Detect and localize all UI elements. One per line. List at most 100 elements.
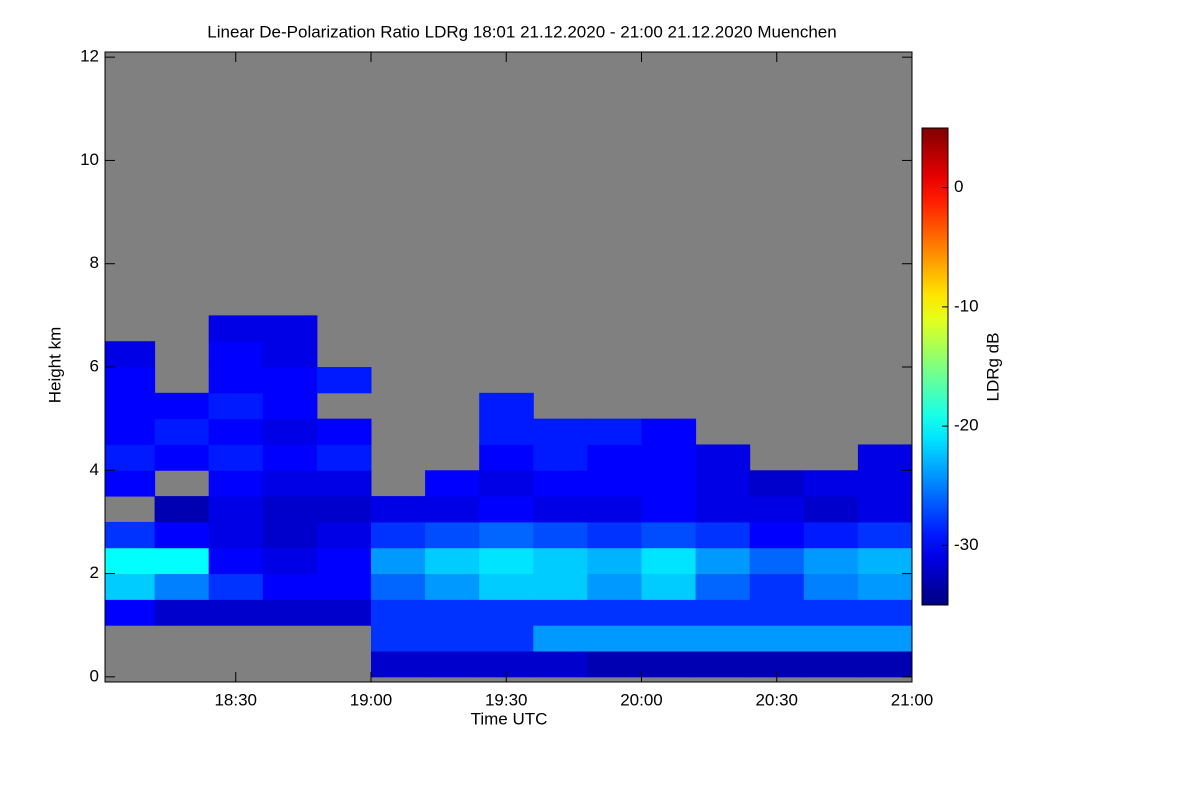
y-tick-label: 6: [90, 356, 99, 375]
y-tick-label: 12: [80, 47, 99, 66]
heatmap-cell: [316, 521, 372, 549]
heatmap-cell: [208, 547, 264, 575]
heatmap-cell: [749, 521, 805, 549]
heatmap-cell: [370, 521, 426, 549]
heatmap-cell: [316, 496, 372, 523]
heatmap-cell: [857, 651, 912, 678]
heatmap-cell: [695, 599, 751, 626]
heatmap-cell: [105, 599, 156, 626]
heatmap-cell: [370, 599, 426, 626]
heatmap-cell: [208, 341, 264, 368]
heatmap-cell: [370, 651, 426, 678]
heatmap-cell: [105, 444, 156, 471]
heatmap-cell: [749, 496, 805, 523]
y-tick-label: 10: [80, 150, 99, 169]
heatmap-cell: [803, 496, 859, 523]
heatmap-cell: [533, 418, 588, 445]
heatmap-cell: [154, 547, 210, 575]
y-axis-title: Height km: [45, 327, 64, 404]
heatmap-cell: [695, 470, 751, 497]
heatmap-cell: [803, 625, 859, 652]
heatmap-cell: [587, 625, 642, 652]
heatmap-cell: [105, 367, 156, 394]
heatmap-cell: [425, 625, 480, 652]
heatmap-cell: [208, 315, 264, 342]
heatmap-cell: [208, 418, 264, 445]
heatmap-cell: [641, 599, 697, 626]
heatmap-cell: [208, 573, 264, 600]
heatmap-cell: [749, 573, 805, 600]
heatmap-cell: [262, 444, 318, 471]
heatmap-cell: [695, 547, 751, 575]
heatmap-cell: [479, 625, 534, 652]
heatmap-cell: [105, 470, 156, 497]
heatmap-cell: [154, 599, 210, 626]
heatmap-cell: [316, 547, 372, 575]
heatmap-cell: [208, 470, 264, 497]
heatmap-cell: [695, 521, 751, 549]
heatmap-cell: [587, 651, 642, 678]
heatmap-cell: [105, 418, 156, 445]
heatmap-cell: [316, 470, 372, 497]
heatmap-cell: [533, 547, 588, 575]
heatmap-cell: [533, 444, 588, 471]
heatmap-cell: [425, 547, 480, 575]
heatmap-cell: [695, 496, 751, 523]
heatmap-cell: [105, 547, 156, 575]
heatmap-cell: [587, 547, 642, 575]
heatmap-cell: [262, 496, 318, 523]
heatmap-cell: [587, 496, 642, 523]
heatmap-cell: [479, 496, 534, 523]
heatmap-cell: [587, 573, 642, 600]
heatmap-cell: [479, 599, 534, 626]
heatmap-cell: [803, 521, 859, 549]
heatmap-cell: [105, 573, 156, 600]
heatmap-cell: [641, 496, 697, 523]
heatmap-cell: [370, 547, 426, 575]
heatmap-cell: [803, 651, 859, 678]
x-tick-label: 19:00: [350, 690, 393, 709]
heatmap-cell: [533, 625, 588, 652]
heatmap-cell: [641, 444, 697, 471]
heatmap-cell: [749, 625, 805, 652]
x-tick-label: 20:30: [755, 690, 798, 709]
heatmap-cell: [425, 521, 480, 549]
heatmap-cell: [857, 444, 912, 471]
heatmap-cell: [479, 418, 534, 445]
heatmap-cell: [208, 496, 264, 523]
heatmap-cell: [105, 392, 156, 420]
chart-title: Linear De-Polarization Ratio LDRg 18:01 …: [207, 22, 836, 41]
heatmap-cell: [154, 496, 210, 523]
heatmap-cell: [641, 547, 697, 575]
x-tick-label: 19:30: [485, 690, 528, 709]
heatmap-cell: [695, 651, 751, 678]
colorbar-scale: [921, 127, 949, 606]
heatmap-cell: [695, 573, 751, 600]
heatmap-cell: [316, 418, 372, 445]
heatmap-cell: [857, 599, 912, 626]
colorbar-tick-label: -30: [954, 535, 979, 554]
heatmap-cell: [641, 470, 697, 497]
heatmap-cell: [641, 573, 697, 600]
heatmap-cell: [262, 573, 318, 600]
heatmap-cell: [154, 444, 210, 471]
heatmap-cell: [479, 573, 534, 600]
heatmap-cell: [425, 470, 480, 497]
heatmap-cell: [154, 418, 210, 445]
heatmap-cell: [425, 573, 480, 600]
x-axis-title: Time UTC: [471, 709, 548, 728]
heatmap-cell: [154, 392, 210, 420]
heatmap-cell: [641, 625, 697, 652]
heatmap-cell: [533, 599, 588, 626]
heatmap-cell: [425, 599, 480, 626]
heatmap-cell: [857, 470, 912, 497]
heatmap-cell: [479, 521, 534, 549]
heatmap-cell: [587, 470, 642, 497]
heatmap-cell: [857, 573, 912, 600]
heatmap-cell: [479, 470, 534, 497]
heatmap-cell: [262, 470, 318, 497]
heatmap-cell: [479, 547, 534, 575]
heatmap-cell: [208, 521, 264, 549]
heatmap-cell: [105, 341, 156, 368]
